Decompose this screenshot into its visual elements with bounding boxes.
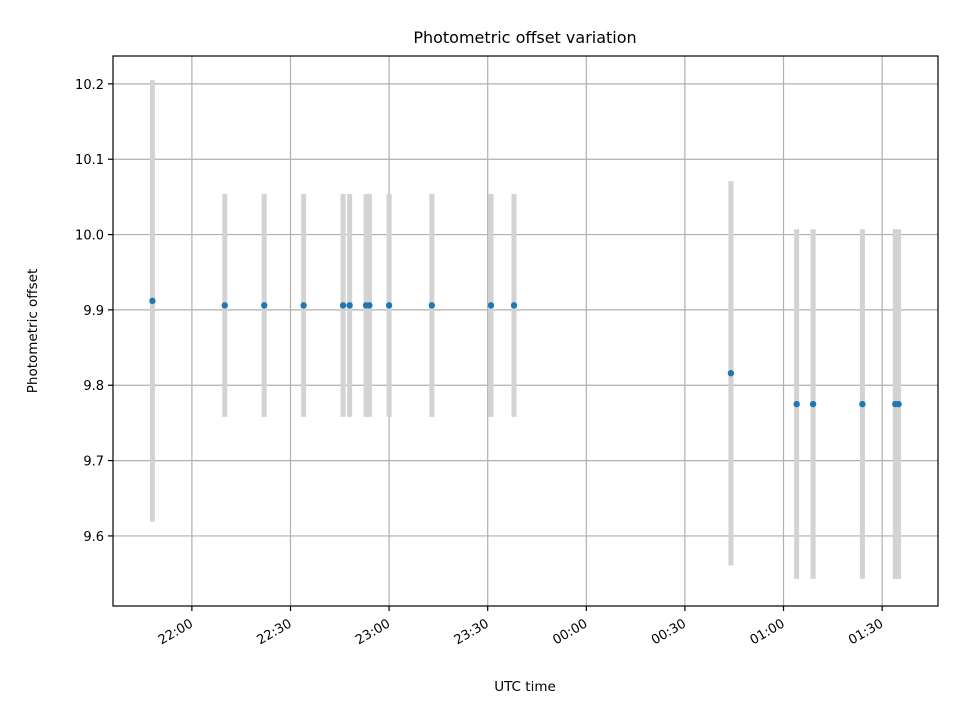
- data-point: [895, 400, 902, 408]
- data-point: [346, 302, 353, 309]
- data-point: [809, 400, 817, 408]
- y-tick-label: 10.2: [75, 78, 104, 93]
- data-point: [859, 400, 866, 408]
- y-tick-label: 9.9: [83, 304, 104, 319]
- y-tick-label: 9.7: [83, 455, 104, 470]
- data-point: [793, 400, 800, 408]
- data-point: [260, 302, 268, 309]
- chart-title: Photometric offset variation: [413, 28, 636, 47]
- data-point: [149, 297, 156, 305]
- y-tick-label: 10.0: [75, 229, 104, 244]
- data-point: [339, 302, 347, 309]
- x-axis-label: UTC time: [494, 679, 556, 695]
- data-points: [149, 297, 902, 408]
- data-point: [366, 302, 373, 309]
- data-point: [510, 302, 518, 309]
- y-tick-label: 9.8: [83, 379, 104, 394]
- data-point: [428, 302, 436, 309]
- y-tick-label: 10.1: [75, 153, 104, 168]
- data-point: [221, 302, 228, 309]
- data-point: [385, 302, 393, 309]
- plot-area-frame: [112, 55, 939, 607]
- grid: [113, 56, 938, 606]
- y-axis-ticks: 9.6 9.7 9.8 9.9 10.0 10.1 10.2: [75, 78, 113, 545]
- y-tick-label: 9.6: [83, 530, 104, 545]
- data-point: [300, 302, 307, 309]
- y-axis-label: Photometric offset: [25, 269, 41, 393]
- data-point: [487, 302, 495, 309]
- data-point: [727, 369, 735, 377]
